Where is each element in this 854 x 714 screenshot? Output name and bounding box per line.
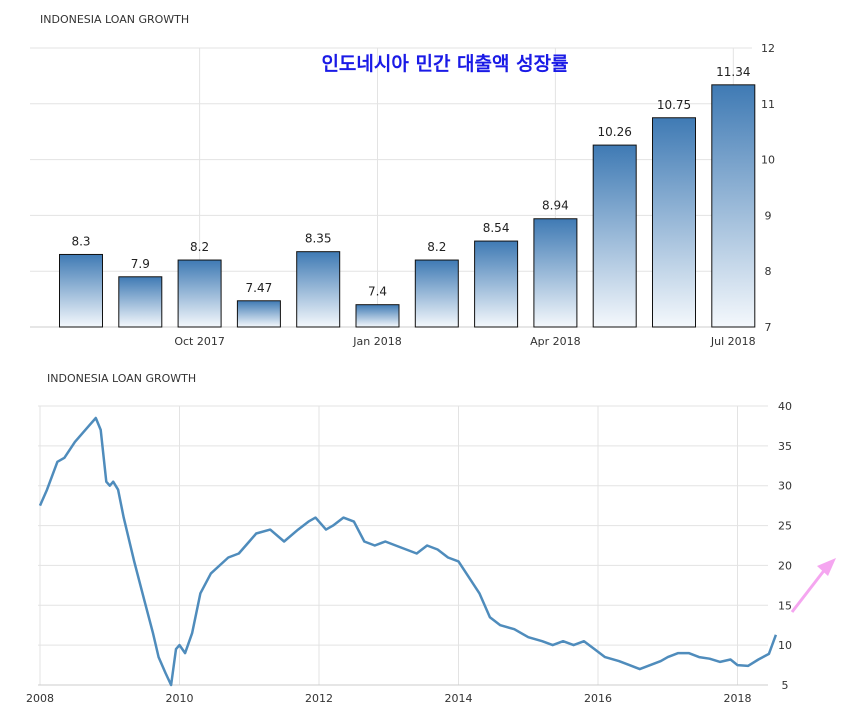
bar-chart: INDONESIA LOAN GROWTH 8.37.98.27.478.357… (30, 13, 775, 348)
line-x-tick-label: 2012 (305, 692, 333, 705)
bar-data-label: 8.2 (427, 240, 446, 254)
bar-data-label: 8.35 (305, 232, 332, 246)
line-y-tick-label: 30 (778, 480, 792, 493)
bar-data-label: 8.3 (71, 234, 90, 248)
bar-data-label: 7.4 (368, 285, 387, 299)
bar (355, 304, 400, 328)
bar-data-label: 11.34 (716, 65, 750, 79)
bar-y-tick-label: 8 (765, 265, 772, 278)
bar-data-label: 8.94 (542, 199, 569, 213)
bar (711, 84, 756, 328)
line-x-tick-label: 2010 (166, 692, 194, 705)
bar-data-label: 7.9 (131, 257, 150, 271)
bar-data-label: 7.47 (246, 281, 273, 295)
bar-chart-y-axis: 7 8 9 10 11 12 (761, 42, 775, 334)
line-series (38, 416, 778, 687)
bar-data-label: 10.26 (598, 125, 632, 139)
bar-y-tick-label: 12 (761, 42, 775, 55)
bar (592, 144, 637, 328)
line-x-tick-label: 2018 (724, 692, 752, 705)
bar (59, 253, 103, 328)
bar-y-tick-label: 10 (761, 154, 775, 167)
bar (177, 259, 222, 328)
bar-y-tick-label: 9 (765, 209, 772, 222)
bar (118, 276, 163, 328)
line-chart: INDONESIA LOAN GROWTH 5 10 15 20 25 30 35 40 20… (26, 372, 792, 705)
bar-x-tick-label: Jan 2018 (352, 335, 401, 348)
line-x-tick-label: 2016 (584, 692, 612, 705)
bar (652, 117, 696, 328)
bar (474, 240, 519, 328)
line-chart-title: INDONESIA LOAN GROWTH (47, 372, 196, 385)
line-y-tick-label: 25 (778, 520, 792, 533)
bar-chart-x-axis: Oct 2017 Jan 2018 Apr 2018 Jul 2018 (174, 335, 755, 348)
bar (296, 251, 341, 328)
line-y-tick-label: 5 (782, 679, 789, 692)
bar-y-tick-label: 7 (765, 321, 772, 334)
line-y-tick-label: 35 (778, 440, 792, 453)
bar-data-label: 10.75 (657, 98, 691, 112)
bar-x-tick-label: Oct 2017 (174, 335, 225, 348)
bar-chart-bars: 8.3 7.9 8.2 7.47 8.35 7.4 8.2 8.54 8.94 10.26 10.7… (59, 65, 756, 328)
line-chart-x-axis: 2008 2010 2012 2014 2016 2018 (26, 692, 752, 705)
overlay-caption: 인도네시아 민간 대출액 성장률 (321, 53, 568, 75)
bar-x-tick-label: Apr 2018 (530, 335, 581, 348)
line-y-tick-label: 15 (778, 599, 792, 612)
line-y-tick-label: 10 (778, 639, 792, 652)
line-y-tick-label: 40 (778, 400, 792, 413)
line-chart-y-axis: 5 10 15 20 25 30 35 40 (778, 400, 792, 692)
bar-data-label: 8.2 (190, 240, 209, 254)
bar-x-tick-label: Jul 2018 (710, 335, 756, 348)
trend-arrow-icon (790, 558, 836, 613)
bar-data-label: 8.54 (483, 221, 510, 235)
bar-y-tick-label: 11 (761, 98, 775, 111)
line-x-tick-label: 2014 (445, 692, 473, 705)
line-y-tick-label: 20 (778, 559, 792, 572)
line-chart-grid (38, 405, 768, 686)
bar (414, 259, 459, 328)
line-x-tick-label: 2008 (26, 692, 54, 705)
bar-chart-title: INDONESIA LOAN GROWTH (40, 13, 189, 26)
bar (236, 300, 281, 328)
bar (533, 218, 578, 328)
